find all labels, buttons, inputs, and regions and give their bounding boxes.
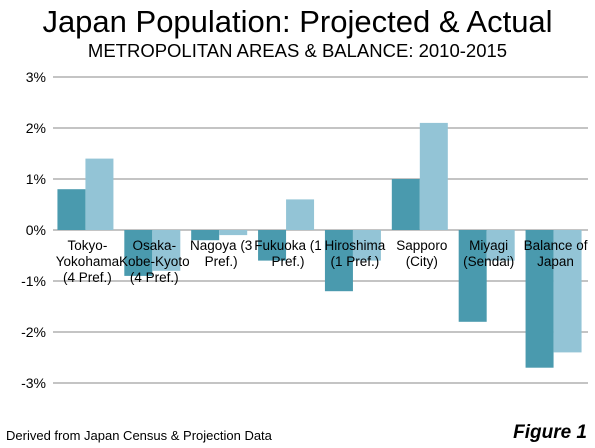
bar-series-1 [57, 189, 86, 230]
bar-series-2 [152, 230, 181, 271]
category-label: Balance of Japan [524, 238, 588, 269]
bar-series-2 [286, 199, 315, 230]
chart-subtitle: METROPOLITAN AREAS & BALANCE: 2010-2015 [87, 40, 508, 61]
bar-series-2 [419, 122, 448, 230]
y-tick-label: 3% [26, 69, 46, 85]
y-tick-label: 1% [26, 171, 46, 187]
bar-series-1 [124, 230, 153, 276]
category-label: Hiroshima (1 Pref.) [325, 238, 386, 269]
bar-series-1 [525, 230, 554, 368]
category-label: Miyagi (Sendai) [463, 238, 514, 269]
category-label: Nagoya (3 Pref.) [190, 238, 252, 269]
category-label: Fukuoka (1 Pref.) [254, 238, 322, 269]
y-tick-label: -3% [21, 375, 46, 391]
y-axis-tick-labels: 3% 2% 1% 0% -1% -2% -3% [21, 69, 46, 391]
y-tick-label: -2% [21, 324, 46, 340]
figure-label: Figure 1 [513, 422, 587, 443]
y-tick-label: 0% [26, 222, 46, 238]
category-label: Osaka-Kobe-Kyoto (4 Pref.) [119, 238, 190, 285]
bar-series-1 [258, 230, 287, 261]
bar-series-2 [85, 158, 114, 230]
bar-series-1 [191, 230, 220, 241]
x-axis-category-labels: Tokyo-Yokohama (4 Pref.)Osaka-Kobe-Kyoto(… [56, 238, 588, 285]
bar-series-1 [324, 230, 353, 292]
source-note: Derived from Japan Census & Projection D… [6, 428, 272, 443]
bar-series-1 [458, 230, 487, 322]
category-label: Sapporo (City) [396, 238, 447, 269]
category-label: Tokyo-Yokohama (4 Pref.) [56, 238, 120, 285]
bar-series-2 [553, 230, 582, 353]
chart-title: Japan Population: Projected & Actual [42, 4, 553, 39]
bar-series-2 [486, 230, 515, 261]
bars [57, 122, 582, 368]
bar-series-2 [219, 230, 248, 236]
bar-series-1 [391, 179, 420, 230]
y-tick-label: 2% [26, 120, 46, 136]
y-tick-label: -1% [21, 273, 46, 289]
bar-series-2 [352, 230, 381, 261]
